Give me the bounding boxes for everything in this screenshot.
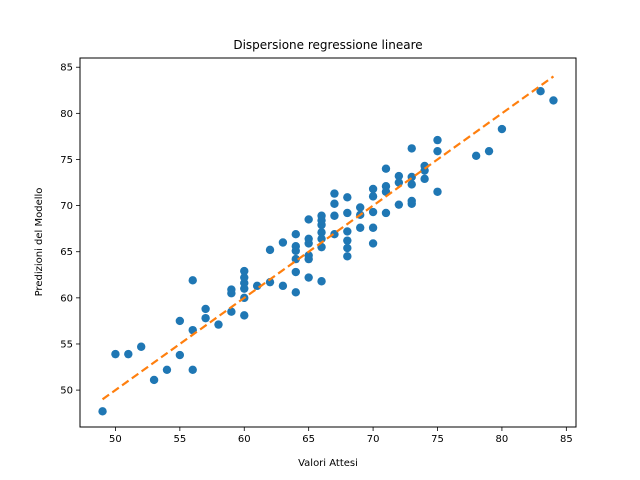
data-point — [381, 182, 391, 191]
x-tick-label: 50 — [109, 434, 122, 445]
data-point — [227, 285, 236, 294]
data-point — [343, 252, 352, 261]
data-point — [304, 273, 313, 282]
data-point — [214, 320, 223, 329]
y-tick-label: 55 — [60, 339, 73, 350]
data-point — [497, 124, 507, 134]
data-point — [265, 245, 275, 255]
data-point — [368, 192, 378, 201]
data-point — [330, 211, 339, 220]
y-tick-label: 80 — [60, 109, 73, 120]
data-point — [433, 146, 442, 156]
data-point — [407, 180, 416, 189]
data-point — [265, 277, 275, 287]
plot-area — [98, 75, 558, 416]
data-point — [291, 241, 300, 251]
chart-title: Dispersione regressione lineare — [233, 38, 422, 52]
data-point — [368, 223, 378, 232]
data-point — [343, 193, 352, 202]
data-point — [381, 208, 391, 218]
regression-line — [101, 75, 555, 401]
data-point — [368, 207, 378, 217]
data-point — [111, 349, 120, 359]
data-point — [356, 203, 365, 212]
data-point — [549, 96, 558, 105]
data-point — [317, 211, 326, 220]
data-point — [343, 243, 352, 253]
data-point — [291, 229, 300, 239]
data-point — [317, 234, 326, 244]
data-point — [394, 200, 404, 209]
data-point — [330, 199, 339, 208]
data-point — [291, 288, 300, 297]
y-tick-label: 85 — [60, 63, 73, 74]
data-point — [278, 238, 288, 247]
data-point — [381, 164, 391, 173]
data-point — [136, 342, 146, 351]
y-tick-label: 60 — [60, 293, 73, 304]
data-point — [420, 174, 429, 184]
data-point — [240, 311, 249, 320]
data-point — [394, 171, 404, 181]
y-axis-label: Predizioni del Modello — [34, 188, 45, 297]
x-tick-label: 80 — [496, 434, 509, 445]
data-point — [201, 313, 210, 323]
x-axis: 50 55 60 65 70 75 80 85 — [109, 427, 573, 445]
data-point — [304, 215, 313, 224]
data-point — [98, 407, 107, 416]
x-axis-label: Valori Attesi — [298, 458, 358, 469]
data-point — [433, 187, 442, 196]
data-point — [433, 135, 442, 145]
x-tick-label: 65 — [302, 434, 315, 445]
y-tick-label: 70 — [60, 201, 73, 212]
data-point — [162, 365, 172, 375]
data-point — [304, 251, 313, 260]
x-tick-label: 75 — [431, 434, 444, 445]
y-tick-label: 50 — [60, 386, 73, 397]
data-point — [368, 239, 378, 248]
data-point — [368, 184, 378, 194]
x-tick-label: 70 — [367, 434, 380, 445]
data-point — [330, 189, 339, 198]
y-axis: 50 55 60 65 70 75 80 85 — [60, 63, 80, 397]
data-point — [343, 208, 352, 218]
data-point — [291, 267, 300, 277]
data-point — [227, 307, 236, 316]
data-point — [188, 276, 197, 285]
x-tick-label: 60 — [238, 434, 251, 445]
data-point — [317, 277, 326, 286]
data-point — [175, 316, 185, 326]
data-point — [330, 229, 339, 239]
data-point — [407, 196, 416, 206]
data-point — [317, 228, 326, 237]
data-point — [240, 266, 249, 276]
data-point — [201, 304, 210, 314]
data-point — [343, 227, 352, 236]
data-point — [484, 146, 494, 156]
data-point — [278, 281, 288, 291]
data-point — [124, 349, 133, 359]
plot-frame — [79, 57, 577, 428]
x-tick-label: 85 — [560, 434, 573, 445]
data-point — [149, 375, 159, 385]
x-tick-label: 55 — [173, 434, 186, 445]
data-point — [343, 236, 352, 245]
data-point — [471, 151, 481, 160]
data-point — [188, 365, 197, 375]
data-point — [356, 223, 365, 232]
y-tick-label: 75 — [60, 155, 73, 166]
data-point — [175, 350, 185, 360]
data-point — [407, 144, 416, 153]
y-tick-label: 65 — [60, 247, 73, 258]
data-point — [536, 87, 545, 96]
data-point — [240, 273, 249, 282]
data-point — [304, 234, 313, 244]
